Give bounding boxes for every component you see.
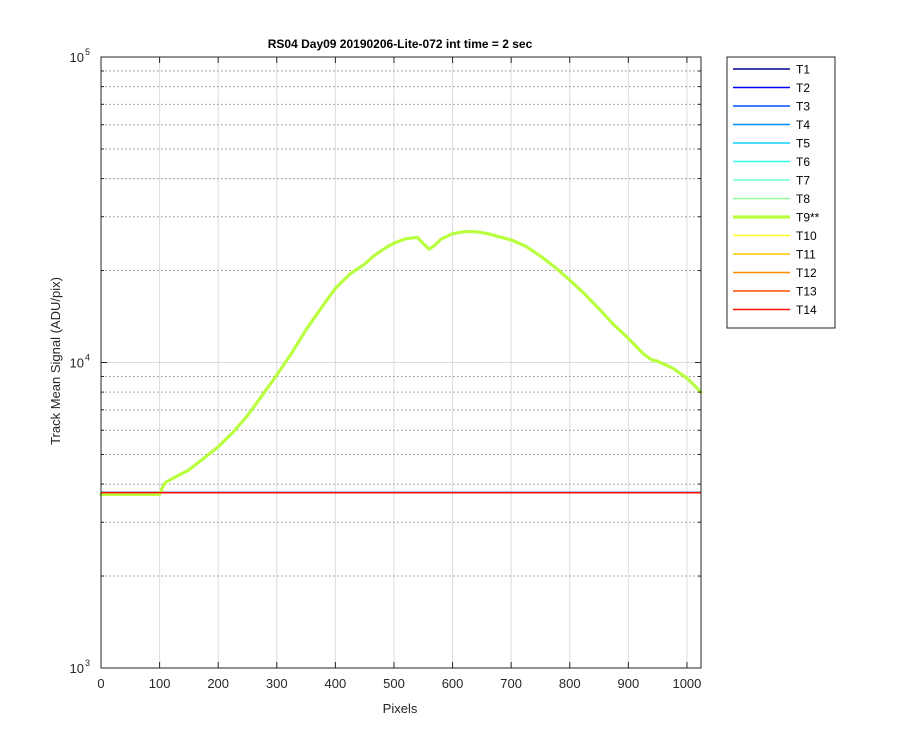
grid-lines	[101, 56, 701, 669]
y-tick-label-exponent: 5	[85, 47, 90, 57]
legend-entry: T2	[796, 81, 810, 95]
y-axis-label: Track Mean Signal (ADU/pix)	[48, 277, 63, 445]
x-tick-label: 400	[325, 676, 347, 691]
chart-title: RS04 Day09 20190206-Lite-072 int time = …	[268, 37, 533, 51]
legend-box	[726, 56, 836, 329]
legend-entry: T1	[796, 63, 810, 77]
legend-entry: T12	[796, 266, 817, 280]
legend-entry: T5	[796, 137, 810, 151]
series-line-t9-highlight	[99, 230, 703, 496]
legend-entry: T14	[796, 303, 817, 317]
legend-entry: T9**	[796, 211, 820, 225]
legend-entry: T6	[796, 155, 810, 169]
x-tick-label: 100	[149, 676, 171, 691]
legend: T1 T2 T3 T4 T5 T6 T7 T8 T9** T10 T11 T12 T13 T14	[726, 56, 836, 329]
y-tick-label-base: 10	[70, 50, 84, 65]
x-tick-label: 800	[559, 676, 581, 691]
x-axis-label: Pixels	[383, 701, 418, 716]
x-tick-label: 700	[500, 676, 522, 691]
legend-entry: T7	[796, 174, 810, 188]
x-tick-label: 300	[266, 676, 288, 691]
data-lines	[99, 230, 703, 496]
y-tick-label-base: 10	[70, 356, 84, 371]
legend-entry: T10	[796, 229, 817, 243]
legend-entry: T3	[796, 100, 810, 114]
x-tick-label: 200	[207, 676, 229, 691]
y-tick-label-exponent: 3	[85, 658, 90, 668]
x-tick-label: 0	[97, 676, 104, 691]
x-tick-label: 1000	[672, 676, 701, 691]
y-tick-label-exponent: 4	[85, 353, 90, 363]
legend-entry: T4	[796, 118, 810, 132]
legend-entry: T13	[796, 285, 817, 299]
x-tick-label: 600	[442, 676, 464, 691]
y-tick-label-base: 10	[70, 661, 84, 676]
x-axis-ticks: 0 100 200 300 400 500 600 700 800 900 1000	[97, 57, 701, 691]
x-tick-label: 500	[383, 676, 405, 691]
legend-entry: T8	[796, 192, 810, 206]
legend-entry: T11	[796, 248, 816, 262]
x-tick-label: 900	[617, 676, 639, 691]
